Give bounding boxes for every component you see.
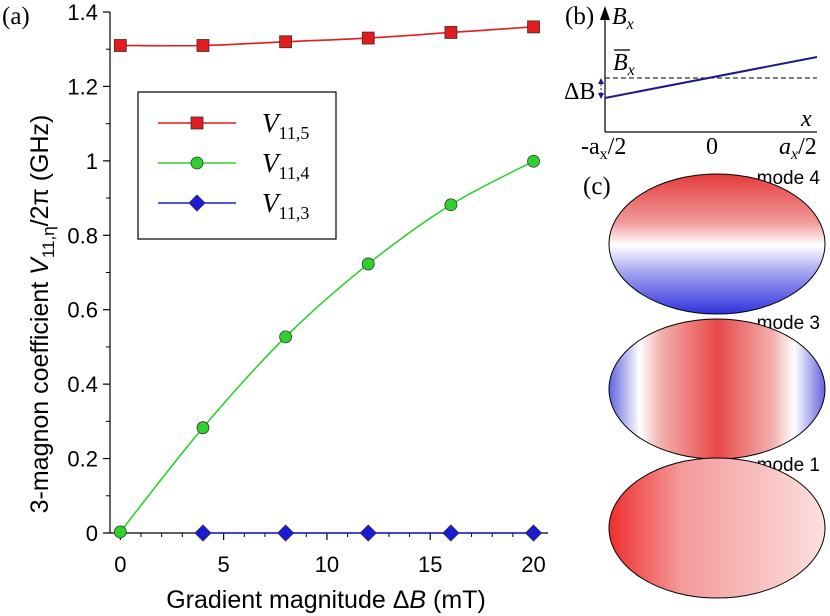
legend-label: V11,3	[262, 188, 309, 223]
data-point	[527, 154, 540, 168]
inset-delta-text: ΔB	[564, 79, 595, 105]
data-point	[361, 257, 375, 271]
legend-marker	[190, 116, 204, 130]
legend-label: V11,5	[262, 108, 309, 143]
inset-tick-right: ax/2	[779, 134, 817, 163]
data-point	[113, 39, 127, 52]
inset-delta-label: ΔB	[564, 79, 595, 105]
inset-y-axis-label: Bx	[612, 4, 634, 33]
x-tick-label: 15	[418, 552, 442, 577]
data-point	[194, 524, 212, 542]
data-point	[359, 524, 377, 542]
mode-4-profile	[608, 173, 826, 315]
legend-marker	[190, 156, 204, 170]
data-point	[279, 330, 293, 344]
y-tick-label: 0	[86, 521, 98, 546]
inset-mean-label: Bx	[613, 50, 635, 79]
mode-3-profile	[608, 318, 826, 460]
y-tick-label: 1	[86, 149, 98, 174]
mode-1-profile	[608, 457, 826, 599]
data-point	[196, 421, 210, 435]
data-point	[524, 524, 543, 542]
y-tick-label: 0.6	[67, 298, 98, 323]
x-tick-label: 20	[521, 552, 545, 577]
inset-b-field-profile: (b) Bx Bx ΔB x -ax/2 0	[564, 3, 818, 163]
inset-y-axis-arrow	[600, 6, 610, 20]
data-point	[279, 35, 293, 49]
data-point	[361, 31, 375, 45]
x-tick-label: 0	[114, 552, 126, 577]
y-tick-label: 0.4	[67, 372, 98, 397]
series-11-3	[194, 524, 543, 542]
series-line	[120, 26, 534, 47]
inset-field-line	[604, 56, 818, 99]
data-point	[196, 39, 210, 52]
x-tick-label: 10	[315, 552, 339, 577]
x-tick-label: 5	[218, 552, 230, 577]
y-tick-label: 0.8	[67, 223, 98, 248]
mode-profiles: (c) mode 4 mode 3 mode 1	[583, 168, 826, 599]
data-point	[442, 524, 460, 542]
data-point	[444, 26, 458, 39]
y-tick-label: 0.2	[67, 447, 98, 472]
inset-tick-zero: 0	[706, 134, 718, 160]
y-tick-label: 1.2	[67, 74, 98, 99]
y-tick-label: 1.4	[67, 0, 98, 25]
panel-label-c: (c)	[583, 173, 611, 200]
legend-label: V11,4	[262, 148, 309, 183]
series-11-4	[113, 154, 540, 539]
panel-label-b: (b)	[565, 3, 594, 30]
data-point	[277, 524, 295, 542]
data-point	[113, 525, 127, 539]
delta-b-arrowhead-up	[598, 78, 604, 84]
main-chart: 0 5 10 15 20 0 0.2 0.4 0.6 0.8 1 1.2 1.4 Gradient m…	[26, 0, 548, 614]
legend-box	[137, 91, 337, 240]
data-point	[527, 20, 540, 34]
legend: V11,5 V11,4 V11,3	[137, 91, 337, 240]
inset-tick-left: -ax/2	[581, 134, 626, 163]
series-11-5	[113, 20, 540, 52]
inset-x-axis-label: x	[800, 106, 812, 132]
y-axis-title: 3-magnon coefficient V11,η/2π (GHz)	[26, 115, 58, 514]
x-axis-title: Gradient magnitude ΔB (mT)	[166, 586, 486, 614]
delta-b-arrowhead-down	[598, 93, 604, 99]
panel-label-a: (a)	[2, 3, 30, 30]
legend-marker	[188, 194, 206, 212]
data-point	[444, 198, 458, 212]
